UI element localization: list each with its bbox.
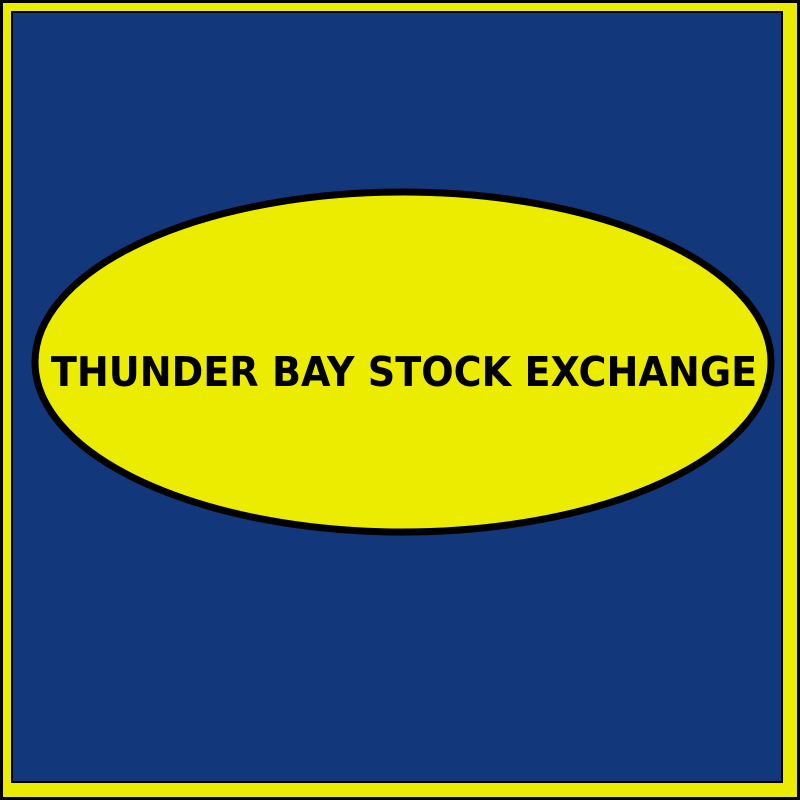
logo-ellipse: [31, 188, 775, 536]
exchange-name: THUNDER BAY STOCK EXCHANGE: [50, 348, 758, 396]
